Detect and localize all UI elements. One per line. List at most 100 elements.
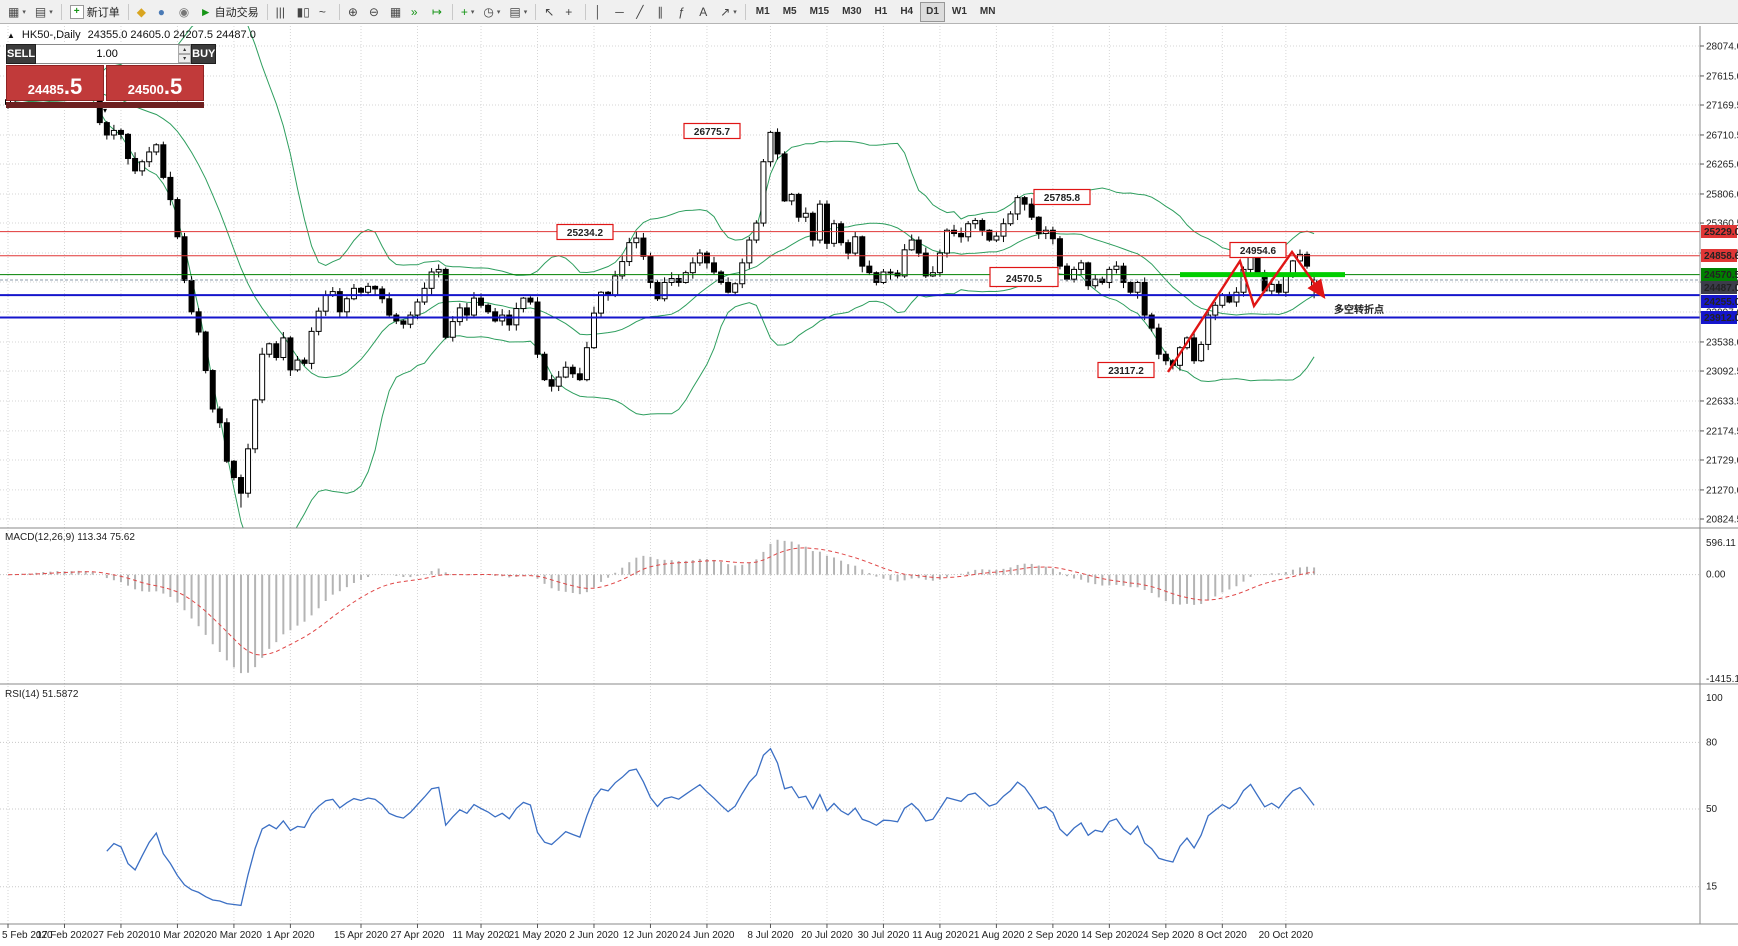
oneclick-collapse-icon[interactable]: ▲: [7, 30, 15, 40]
svg-text:24255.0: 24255.0: [1704, 297, 1738, 308]
chart-line-icon: ~: [318, 4, 326, 19]
price-axis[interactable]: 28074.0 27615.0 27169.5 26710.5 26265.0 25806…: [0, 26, 1738, 925]
svg-text:25806.0: 25806.0: [1706, 189, 1738, 200]
indicators-button[interactable]: + ▾: [457, 2, 479, 22]
toolbar-separator: [451, 3, 453, 20]
timeframe-m30-button[interactable]: M30: [836, 2, 867, 22]
timeframe-d1-button[interactable]: D1: [920, 1, 945, 22]
svg-text:1 Apr 2020: 1 Apr 2020: [266, 930, 315, 941]
volume-input[interactable]: [36, 45, 179, 63]
svg-text:100: 100: [1706, 693, 1723, 704]
volume-down-button[interactable]: ▾: [178, 54, 192, 63]
new-order-button[interactable]: + 新订单: [66, 2, 124, 22]
chart-shift-button[interactable]: ↦: [428, 2, 448, 22]
cursor-button[interactable]: ↖: [540, 2, 560, 22]
channel-button[interactable]: ∥: [653, 2, 673, 22]
chart-candles-button[interactable]: ▮▯: [293, 2, 314, 22]
metaeditor-button[interactable]: ◆: [133, 2, 153, 22]
svg-text:21 Aug 2020: 21 Aug 2020: [968, 930, 1025, 941]
chart-line-button[interactable]: ~: [315, 2, 335, 22]
rsi-pane: [0, 741, 1700, 907]
new-chart-button[interactable]: ▦ ▾: [4, 2, 30, 22]
horizontal-level-lines[interactable]: [0, 231, 1700, 319]
horizontal-line-button[interactable]: ─: [611, 2, 631, 22]
svg-text:21270.0: 21270.0: [1706, 485, 1738, 496]
rsi-label: RSI(14) 51.5872: [5, 689, 79, 700]
svg-text:26265.0: 26265.0: [1706, 160, 1738, 171]
timeframe-mn-button[interactable]: MN: [974, 2, 1002, 22]
svg-text:20 Oct 2020: 20 Oct 2020: [1259, 930, 1314, 941]
crosshair-button[interactable]: +: [561, 2, 581, 22]
timeframe-m15-button[interactable]: M15: [804, 2, 835, 22]
zoom-in-button[interactable]: ⊕: [344, 2, 364, 22]
fibonacci-button[interactable]: ƒ: [674, 2, 694, 22]
buy-button[interactable]: BUY: [191, 44, 217, 64]
profiles-button[interactable]: ▤ ▾: [31, 2, 57, 22]
chart-candles-icon: ▮▯: [296, 4, 310, 19]
svg-text:2 Jun 2020: 2 Jun 2020: [569, 930, 619, 941]
spread-bar: ▾: [6, 102, 204, 115]
templates-caret-icon: ▾: [523, 8, 528, 16]
svg-text:80: 80: [1706, 737, 1718, 748]
svg-text:27169.5: 27169.5: [1706, 101, 1738, 112]
macd-pane: [0, 539, 1700, 674]
autotrading-button[interactable]: ► 自动交易: [196, 2, 263, 22]
svg-text:25360.5: 25360.5: [1706, 219, 1738, 230]
sell-button[interactable]: SELL: [6, 44, 37, 64]
toolbar-separator: [744, 3, 746, 20]
buy-price-main: 24500: [127, 81, 164, 97]
timeframe-w1-button[interactable]: W1: [946, 2, 973, 22]
zoom-out-icon: ⊖: [368, 4, 379, 19]
vertical-line-button[interactable]: │: [590, 2, 610, 22]
macd-label: MACD(12,26,9) 113.34 75.62: [5, 532, 135, 543]
price-chart[interactable]: 26775.7 25785.8 25234.2 24954.6 24570.5 23117…: [0, 24, 1738, 946]
svg-text:8 Oct 2020: 8 Oct 2020: [1198, 930, 1247, 941]
tile-windows-button[interactable]: ▦: [386, 2, 406, 22]
trendline-button[interactable]: ╱: [632, 2, 652, 22]
periods-button[interactable]: ◷ ▾: [479, 2, 504, 22]
buy-price-button[interactable]: 24500.5: [106, 65, 204, 101]
auto-scroll-button[interactable]: »: [407, 2, 427, 22]
svg-text:24858.6: 24858.6: [1704, 251, 1738, 262]
volume-up-button[interactable]: ▴: [178, 45, 192, 54]
text-label-button[interactable]: A: [695, 2, 715, 22]
svg-text:17 Feb 2020: 17 Feb 2020: [36, 930, 93, 941]
toolbar-separator: [127, 3, 129, 20]
arrow-tool-button[interactable]: ↗ ▾: [716, 2, 741, 22]
buy-price-frac: .5: [163, 74, 183, 100]
indicators-icon: +: [460, 4, 468, 19]
svg-text:23117.2: 23117.2: [1108, 366, 1144, 377]
grid: [0, 26, 1700, 924]
chart-bars-button[interactable]: |||: [272, 2, 292, 22]
timeframe-m1-button[interactable]: M1: [750, 2, 776, 22]
templates-icon: ▤: [509, 4, 521, 19]
svg-text:25234.2: 25234.2: [567, 228, 604, 239]
sell-price-button[interactable]: 24485.5: [6, 65, 104, 101]
price-annotations[interactable]: 26775.7 25785.8 25234.2 24954.6 24570.5 23117…: [556, 122, 1287, 379]
toolbar-separator: [60, 3, 62, 20]
svg-text:24 Jun 2020: 24 Jun 2020: [679, 930, 734, 941]
one-click-trading-panel: SELL ▴ ▾ BUY 24485.5 24500.5 ▾: [6, 44, 217, 115]
community-button[interactable]: ◉: [175, 2, 195, 22]
arrow-tool-caret-icon: ▾: [733, 8, 737, 16]
svg-text:24570.5: 24570.5: [1704, 270, 1738, 281]
zoom-out-button[interactable]: ⊖: [365, 2, 385, 22]
market-button[interactable]: ●: [154, 2, 174, 22]
svg-text:8 Jul 2020: 8 Jul 2020: [747, 930, 794, 941]
svg-text:22174.5: 22174.5: [1706, 426, 1738, 437]
indicators-caret-icon: ▾: [470, 8, 475, 16]
timeframe-m5-button[interactable]: M5: [777, 2, 803, 22]
panel-collapse-icon[interactable]: ▾: [102, 106, 108, 115]
templates-button[interactable]: ▤ ▾: [505, 2, 531, 22]
timeframe-h1-button[interactable]: H1: [869, 2, 894, 22]
timeframe-h4-button[interactable]: H4: [894, 2, 919, 22]
fibonacci-icon: ƒ: [678, 4, 685, 19]
svg-text:11 May 2020: 11 May 2020: [452, 930, 510, 941]
trend-zigzag-annotation[interactable]: [1166, 249, 1326, 373]
toolbar-separator: [535, 3, 537, 20]
svg-text:12 Jun 2020: 12 Jun 2020: [623, 930, 678, 941]
autotrading-label: 自动交易: [214, 6, 259, 19]
periods-caret-icon: ▾: [496, 8, 501, 16]
svg-text:15 Apr 2020: 15 Apr 2020: [334, 930, 388, 941]
